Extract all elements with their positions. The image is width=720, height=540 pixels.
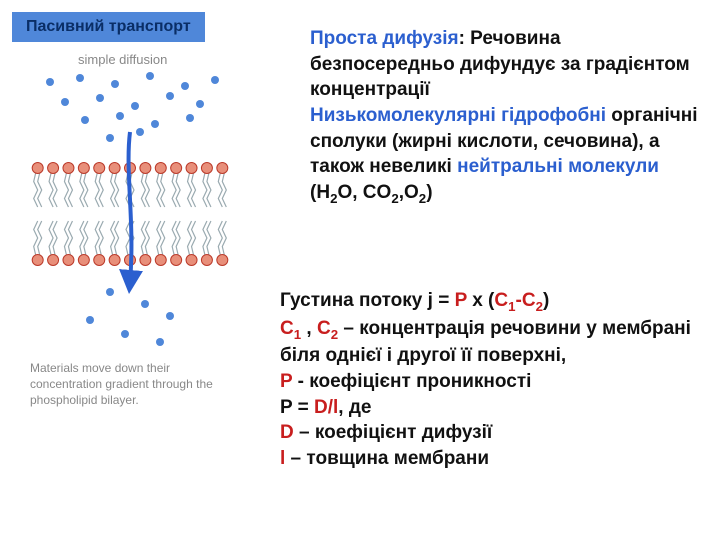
var-D: D	[280, 422, 294, 443]
badge-passive-transport: Пасивний транспорт	[12, 12, 205, 42]
badge-text: Пасивний транспорт	[26, 18, 191, 35]
var-P: P	[455, 290, 467, 311]
term-neutral-molecules: нейтральні молекули	[457, 156, 659, 177]
term-simple-diffusion: Проста дифузія	[310, 28, 459, 49]
var-C2: C	[522, 290, 536, 311]
description-paragraph: Проста дифузія: Речовина безпосередньо д…	[310, 26, 700, 208]
figure-caption: Materials move down their concentration …	[30, 360, 230, 409]
figure-label: simple diffusion	[78, 52, 167, 67]
var-D-over-l: D/l	[314, 397, 338, 418]
var-C1: C	[494, 290, 508, 311]
simple-diffusion-diagram	[30, 72, 230, 352]
formula-paragraph: Густина потоку j = P x (C1-C2) C1 , C2 –…	[280, 288, 700, 472]
term-low-molecular-hydrophobic: Низькомолекулярні гідрофобні	[310, 105, 606, 126]
